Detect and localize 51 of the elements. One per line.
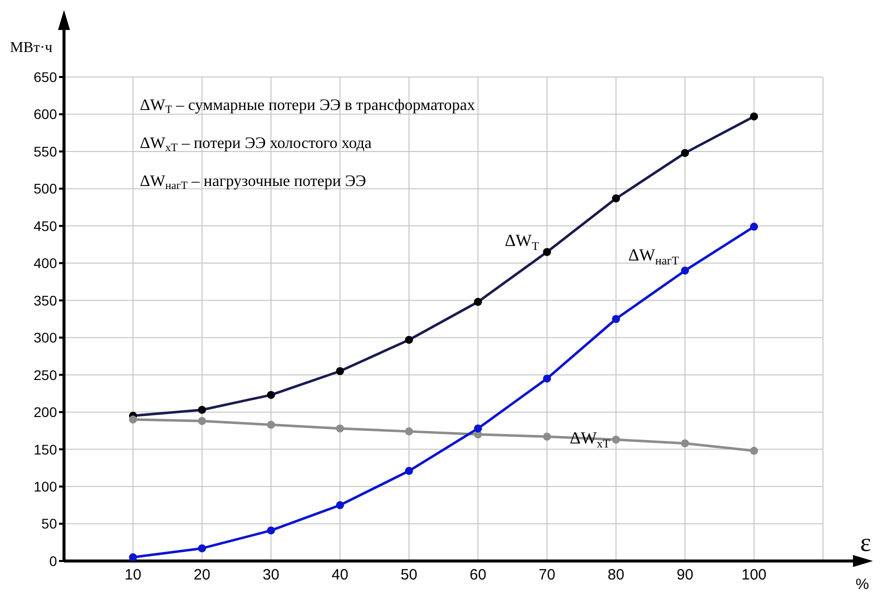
y-tick-label: 600 [34, 106, 58, 122]
y-tick-label: 0 [49, 552, 58, 569]
point [198, 544, 206, 552]
point [750, 222, 758, 231]
annotation: ΔW$_{Т}$ – суммарные потери ЭЭ в трансформаторах [140, 97, 476, 116]
x-tick-label: 90 [676, 566, 694, 584]
y-tick-label: 150 [34, 441, 58, 458]
y-tick-label: 400 [34, 255, 58, 272]
y-tick-label: 50 [41, 516, 58, 532]
series-label: ΔW$_{нагТ}$ [628, 246, 680, 268]
point [750, 446, 758, 455]
y-tick-label: 200 [34, 404, 58, 420]
x-axis-title: ε % [856, 528, 872, 593]
point [681, 439, 689, 448]
point [612, 315, 620, 323]
point [267, 526, 275, 534]
y-tick-label: 500 [34, 180, 58, 197]
y-tick-label: 250 [34, 366, 58, 383]
point [612, 436, 620, 444]
y-axis-title: МВт·ч [10, 40, 53, 56]
x-tick-label: 30 [262, 566, 280, 584]
x-tick-label: 80 [608, 566, 624, 584]
x-tick-label: 60 [470, 566, 486, 584]
point [129, 553, 137, 561]
y-tick-label: 450 [34, 218, 58, 234]
y-tick-label: 650 [34, 68, 58, 85]
annotation: ΔW$_{хТ}$ – потери ЭЭ холостого хода [140, 135, 372, 154]
y-tick-label: 550 [34, 143, 58, 160]
point [336, 501, 344, 510]
x-tick-label: 10 [124, 566, 142, 584]
y-tick-label: 300 [34, 330, 58, 346]
x-tick-label: 100 [741, 566, 767, 584]
x-tick-label: 40 [332, 566, 348, 584]
x-tick-label: 50 [400, 566, 418, 584]
point [405, 466, 413, 475]
series-label: ΔW$_{хТ}$ [570, 428, 611, 450]
series-label: ΔW$_{Т}$ [504, 230, 540, 253]
point [405, 427, 413, 436]
y-tick-label: 350 [34, 292, 58, 308]
point [267, 420, 275, 429]
x-tick-label: 20 [194, 566, 210, 584]
point [129, 416, 137, 424]
point [681, 266, 689, 275]
point [474, 424, 482, 432]
point [198, 417, 206, 426]
annotation: ΔW$_{нагТ}$ – нагрузочные потери ЭЭ [140, 173, 366, 192]
y-tick-label: 100 [34, 478, 58, 495]
point [336, 424, 344, 432]
x-tick-label: 70 [538, 566, 556, 584]
point [543, 432, 551, 441]
point [543, 374, 551, 383]
